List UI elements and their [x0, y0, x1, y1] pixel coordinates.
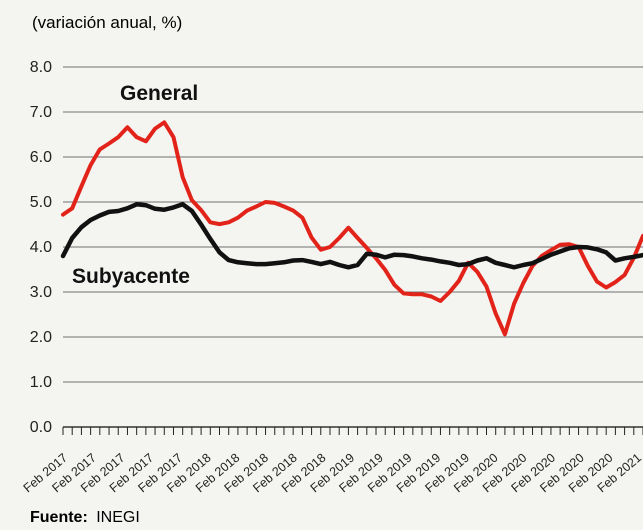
y-tick-label: 7.0 [30, 104, 52, 121]
gridlines [63, 66, 643, 428]
series-lines [60, 120, 643, 337]
source-note: Fuente: INEGI [30, 509, 140, 526]
series-line-subyacente [60, 202, 643, 270]
chart-subtitle: (variación anual, %) [32, 13, 182, 32]
y-tick-label: 0.0 [30, 419, 52, 436]
series-label-subyacente: Subyacente [72, 265, 190, 288]
y-tick-label: 3.0 [30, 284, 52, 301]
source-value: INEGI [96, 509, 140, 526]
series-label-general: General [120, 82, 198, 105]
y-tick-label: 8.0 [30, 59, 52, 76]
y-tick-label: 4.0 [30, 239, 52, 256]
source-label: Fuente: [30, 509, 88, 526]
y-tick-label: 1.0 [30, 374, 52, 391]
y-tick-label: 2.0 [30, 329, 52, 346]
y-tick-label: 6.0 [30, 149, 52, 166]
y-axis: 0.0 1.0 2.0 3.0 4.0 5.0 6.0 7.0 8.0 [30, 59, 52, 436]
y-tick-label: 5.0 [30, 194, 52, 211]
series-line-general [61, 120, 643, 337]
